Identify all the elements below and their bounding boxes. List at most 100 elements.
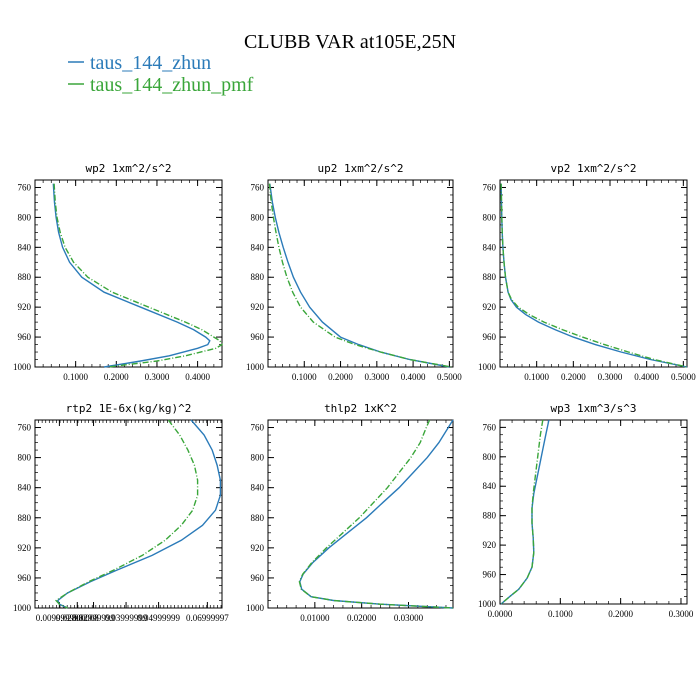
plot-frame — [267, 179, 454, 368]
x-tick-label: 0.3000 — [145, 372, 170, 382]
series-line-1 — [56, 419, 222, 609]
x-tick-label: 0.3000 — [669, 609, 694, 619]
y-tick-label: 840 — [18, 242, 32, 252]
panels: wp2 1xm^2/s^2 760 800 840 880 920 960 1000 0.100… — [13, 162, 696, 623]
y-tick-label: 840 — [483, 242, 497, 252]
y-tick-label: 920 — [483, 540, 497, 550]
y-tick-label: 800 — [18, 212, 32, 222]
series-line-1 — [500, 183, 688, 368]
legend: taus_144_zhun taus_144_zhun_pmf — [68, 52, 254, 96]
x-tick-label: 0.2000 — [608, 609, 633, 619]
y-tick-label: 1000 — [478, 599, 497, 609]
y-tick-label: 800 — [251, 453, 265, 463]
x-tick-label: 0.3000 — [598, 372, 623, 382]
x-tick-label: 0.5000 — [437, 372, 462, 382]
y-tick-label: 840 — [251, 242, 265, 252]
y-tick-label: 880 — [251, 513, 265, 523]
series-line-2 — [268, 183, 452, 368]
y-tick-label: 920 — [18, 302, 32, 312]
y-tick-label: 880 — [483, 511, 497, 521]
series-line-2 — [53, 183, 223, 368]
x-tick-label: 0.02000 — [347, 613, 377, 623]
series-line-2 — [500, 419, 544, 605]
x-tick-label: 0.1000 — [548, 609, 573, 619]
plot-frame — [267, 419, 454, 609]
x-tick-label: 0.2000 — [104, 372, 129, 382]
x-tick-label: 0.3000 — [364, 372, 389, 382]
x-tick-label: 0.4000 — [401, 372, 426, 382]
y-tick-label: 920 — [18, 543, 32, 553]
panel-2: up2 1xm^2/s^2 760 800 840 880 920 960 1000 0.100… — [246, 162, 462, 382]
x-tick-label: 0.0000 — [488, 609, 513, 619]
panel-6: wp3 1xm^3/s^3 760 800 840 880 920 960 10000.000… — [478, 402, 694, 619]
panel-4: rtp2 1E-6x(kg/kg)^2 760 800 840 880 920 960 100… — [13, 402, 229, 623]
series-line-1 — [500, 419, 550, 605]
y-tick-label: 880 — [18, 513, 32, 523]
figure-title: CLUBB VAR at105E,25N — [244, 31, 456, 53]
x-tick-label: 0.03000 — [394, 613, 424, 623]
y-tick-label: 1000 — [13, 603, 32, 613]
panel-title: rtp2 1E-6x(kg/kg)^2 — [66, 402, 192, 415]
y-tick-label: 760 — [483, 422, 497, 432]
panel-3: vp2 1xm^2/s^2 760 800 840 880 920 960 1000 0.100… — [478, 162, 696, 382]
series-line-1 — [52, 183, 211, 368]
x-tick-label: 0.06999997 — [186, 613, 229, 623]
y-tick-label: 760 — [251, 423, 265, 433]
x-tick-label: 0.04999999 — [137, 613, 180, 623]
panel-title: wp2 1xm^2/s^2 — [85, 162, 171, 175]
y-tick-label: 1000 — [246, 362, 265, 372]
series-line-1 — [269, 183, 450, 368]
y-tick-label: 800 — [483, 212, 497, 222]
y-tick-label: 760 — [18, 182, 32, 192]
y-tick-label: 1000 — [246, 603, 265, 613]
y-tick-label: 960 — [483, 570, 497, 580]
y-tick-label: 920 — [251, 302, 265, 312]
series-line-2 — [298, 419, 454, 609]
x-tick-label: 0.02800008 — [56, 613, 99, 623]
y-tick-label: 960 — [18, 332, 32, 342]
panel-5: thlp2 1xK^2 760 800 840 880 920 960 1000 0.01000… — [246, 402, 454, 623]
y-tick-label: 1000 — [13, 362, 32, 372]
y-tick-label: 920 — [483, 302, 497, 312]
x-tick-label: 0.03999999 — [105, 613, 148, 623]
y-tick-label: 800 — [251, 212, 265, 222]
plot-frame — [34, 179, 223, 368]
legend-label-series-2: taus_144_zhun_pmf — [90, 74, 254, 96]
x-tick-label: 0.5000 — [671, 372, 696, 382]
x-tick-label: 0.1000 — [524, 372, 549, 382]
x-tick-label: 0.1000 — [63, 372, 88, 382]
y-tick-label: 960 — [18, 573, 32, 583]
y-tick-label: 840 — [483, 481, 497, 491]
y-tick-label: 1000 — [478, 362, 497, 372]
y-tick-label: 760 — [483, 182, 497, 192]
x-tick-label: 0.02999999 — [72, 613, 115, 623]
panel-title: wp3 1xm^3/s^3 — [550, 402, 636, 415]
plot-frame — [499, 419, 688, 605]
y-tick-label: 800 — [18, 453, 32, 463]
series-line-2 — [55, 419, 199, 609]
y-tick-label: 840 — [18, 483, 32, 493]
y-tick-label: 920 — [251, 543, 265, 553]
series-line-1 — [299, 419, 454, 609]
y-tick-label: 880 — [251, 272, 265, 282]
panel-1: wp2 1xm^2/s^2 760 800 840 880 920 960 1000 0.100… — [13, 162, 223, 382]
plot-frame — [499, 179, 688, 368]
x-tick-label: 0.2000 — [561, 372, 586, 382]
y-tick-label: 880 — [18, 272, 32, 282]
y-tick-label: 840 — [251, 483, 265, 493]
x-tick-label: 0.4000 — [185, 372, 210, 382]
y-tick-label: 800 — [483, 452, 497, 462]
y-tick-label: 960 — [483, 332, 497, 342]
legend-label-series-1: taus_144_zhun — [90, 52, 211, 74]
y-tick-label: 760 — [18, 423, 32, 433]
panel-title: vp2 1xm^2/s^2 — [550, 162, 636, 175]
x-tick-label: 0.1000 — [292, 372, 317, 382]
y-tick-label: 960 — [251, 332, 265, 342]
y-tick-label: 960 — [251, 573, 265, 583]
y-tick-label: 880 — [483, 272, 497, 282]
panel-title: thlp2 1xK^2 — [324, 402, 397, 415]
x-tick-label: 0.4000 — [634, 372, 659, 382]
series-line-2 — [500, 183, 688, 368]
panel-title: up2 1xm^2/s^2 — [317, 162, 403, 175]
